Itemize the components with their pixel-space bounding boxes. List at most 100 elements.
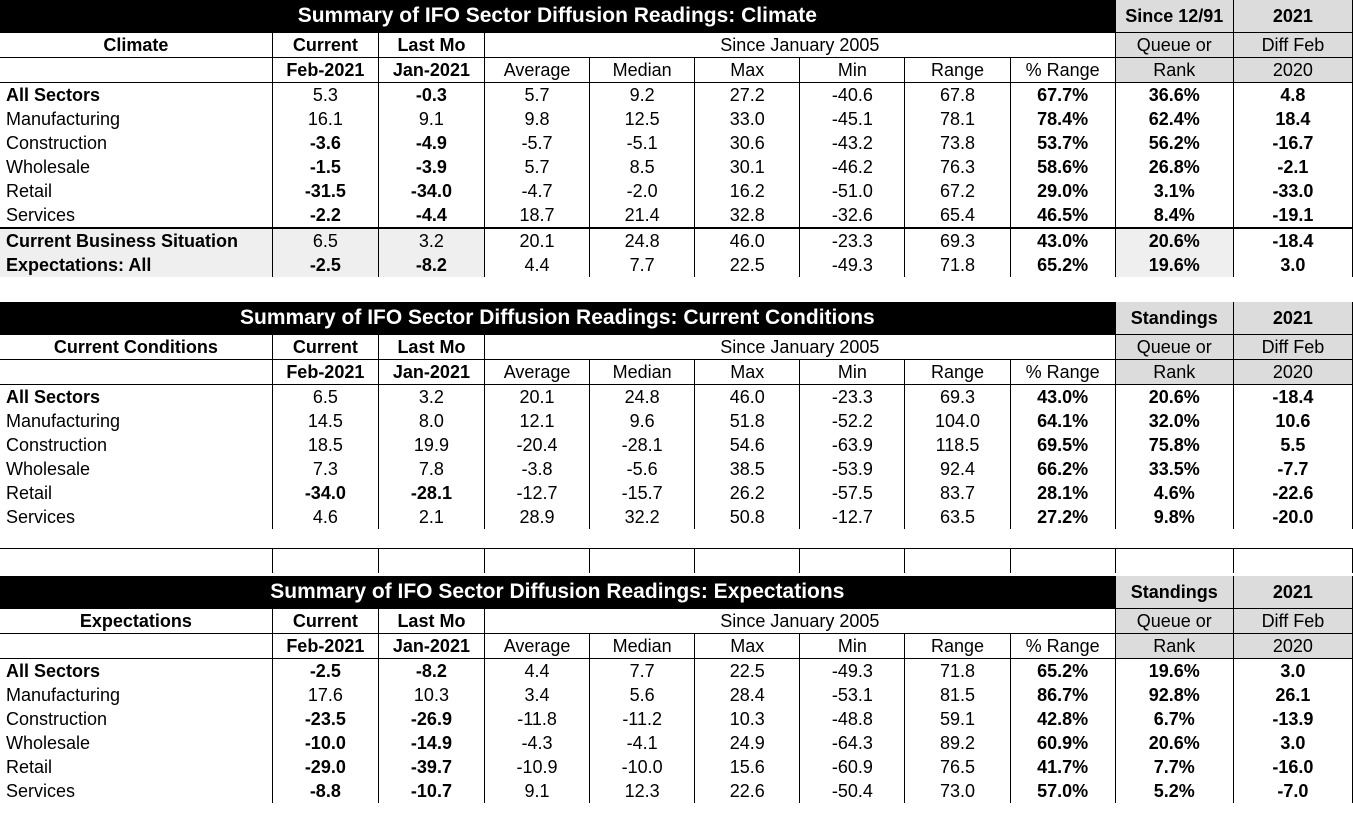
pct-range-value: 29.0% bbox=[1010, 179, 1116, 203]
row-label: Manufacturing bbox=[0, 409, 273, 433]
row-label: Wholesale bbox=[0, 457, 273, 481]
range-value: 73.0 bbox=[904, 779, 1011, 803]
last-month-value: 2.1 bbox=[378, 505, 486, 529]
row-label: Manufacturing bbox=[0, 683, 273, 707]
row-label: Current Business Situation bbox=[0, 227, 273, 253]
average-value: -11.8 bbox=[484, 707, 591, 731]
rank-value: 6.7% bbox=[1115, 707, 1234, 731]
range-value: 78.1 bbox=[904, 107, 1011, 131]
min-value: -45.1 bbox=[799, 107, 906, 131]
table-title: Summary of IFO Sector Diffusion Readings… bbox=[0, 576, 1116, 609]
pct-range-value: 41.7% bbox=[1010, 755, 1116, 779]
queue-header: Queue or bbox=[1115, 334, 1234, 360]
rank-value: 20.6% bbox=[1115, 384, 1234, 409]
last-month-header: Last Mo bbox=[378, 608, 486, 634]
median-value: -28.1 bbox=[589, 433, 696, 457]
rank-value: 26.8% bbox=[1115, 155, 1234, 179]
pct-range-value: 69.5% bbox=[1010, 433, 1116, 457]
min-header: Min bbox=[799, 57, 906, 83]
diff-title: 2021 bbox=[1233, 0, 1353, 33]
max-value: 30.1 bbox=[694, 155, 801, 179]
row-label: All Sectors bbox=[0, 384, 273, 409]
rank-value: 33.5% bbox=[1115, 457, 1234, 481]
current-value: -3.6 bbox=[272, 131, 379, 155]
last-month-value: -34.0 bbox=[378, 179, 486, 203]
current-value: 17.6 bbox=[272, 683, 379, 707]
min-value: -23.3 bbox=[799, 384, 906, 409]
rank-value: 36.6% bbox=[1115, 82, 1234, 107]
label-header-blank bbox=[0, 633, 273, 659]
standings-title: Standings bbox=[1115, 576, 1234, 609]
diff-value: 18.4 bbox=[1233, 107, 1353, 131]
pct-range-header: % Range bbox=[1010, 633, 1116, 659]
min-value: -53.9 bbox=[799, 457, 906, 481]
min-value: -32.6 bbox=[799, 203, 906, 228]
median-value: -15.7 bbox=[589, 481, 696, 505]
spacer-cell bbox=[484, 548, 591, 573]
spacer-cell bbox=[272, 548, 379, 573]
range-value: 76.3 bbox=[904, 155, 1011, 179]
current-value: -10.0 bbox=[272, 731, 379, 755]
max-value: 50.8 bbox=[694, 505, 801, 529]
rank-value: 3.1% bbox=[1115, 179, 1234, 203]
min-value: -23.3 bbox=[799, 227, 906, 253]
range-value: 67.8 bbox=[904, 82, 1011, 107]
queue-header: Queue or bbox=[1115, 608, 1234, 634]
rank-value: 7.7% bbox=[1115, 755, 1234, 779]
average-header: Average bbox=[484, 633, 591, 659]
range-header: Range bbox=[904, 57, 1011, 83]
min-value: -53.1 bbox=[799, 683, 906, 707]
diff-value: 3.0 bbox=[1233, 731, 1353, 755]
current-value: 18.5 bbox=[272, 433, 379, 457]
last-month-value: 8.0 bbox=[378, 409, 486, 433]
last-month-value: -28.1 bbox=[378, 481, 486, 505]
queue-header: Queue or bbox=[1115, 32, 1234, 58]
median-header: Median bbox=[589, 57, 696, 83]
diff-value: -22.6 bbox=[1233, 481, 1353, 505]
pct-range-value: 43.0% bbox=[1010, 227, 1116, 253]
diff-value: 5.5 bbox=[1233, 433, 1353, 457]
spacer-cell bbox=[694, 548, 801, 573]
last-month-value: 3.2 bbox=[378, 384, 486, 409]
spacer-cell bbox=[904, 548, 1011, 573]
max-value: 24.9 bbox=[694, 731, 801, 755]
current-value: -1.5 bbox=[272, 155, 379, 179]
average-value: -4.3 bbox=[484, 731, 591, 755]
current-header: Current bbox=[272, 32, 379, 58]
last-month-value: -8.2 bbox=[378, 253, 486, 277]
range-value: 69.3 bbox=[904, 227, 1011, 253]
max-value: 26.2 bbox=[694, 481, 801, 505]
rank-value: 32.0% bbox=[1115, 409, 1234, 433]
range-value: 73.8 bbox=[904, 131, 1011, 155]
diff-value: 26.1 bbox=[1233, 683, 1353, 707]
diff-header: Diff Feb bbox=[1233, 32, 1353, 58]
last-month-value: -39.7 bbox=[378, 755, 486, 779]
row-label: Services bbox=[0, 779, 273, 803]
diff-value: -2.1 bbox=[1233, 155, 1353, 179]
diff-value: 10.6 bbox=[1233, 409, 1353, 433]
diff-value: -7.0 bbox=[1233, 779, 1353, 803]
pct-range-value: 43.0% bbox=[1010, 384, 1116, 409]
median-value: -11.2 bbox=[589, 707, 696, 731]
min-value: -12.7 bbox=[799, 505, 906, 529]
table-row: Services -2.2 -4.4 18.7 21.4 32.8 -32.6 65.4 46.… bbox=[0, 203, 1353, 228]
rank-header: Rank bbox=[1115, 359, 1234, 385]
max-value: 46.0 bbox=[694, 227, 801, 253]
current-value: -2.5 bbox=[272, 658, 379, 683]
average-value: 20.1 bbox=[484, 227, 591, 253]
rank-value: 19.6% bbox=[1115, 658, 1234, 683]
average-value: 20.1 bbox=[484, 384, 591, 409]
min-value: -57.5 bbox=[799, 481, 906, 505]
current-value: -23.5 bbox=[272, 707, 379, 731]
last-month-value: -14.9 bbox=[378, 731, 486, 755]
diff-header: Diff Feb bbox=[1233, 608, 1353, 634]
pct-range-value: 86.7% bbox=[1010, 683, 1116, 707]
last-month-value: 3.2 bbox=[378, 227, 486, 253]
average-value: 5.7 bbox=[484, 82, 591, 107]
since-header: Since January 2005 bbox=[484, 32, 1116, 58]
diff-value: -16.7 bbox=[1233, 131, 1353, 155]
min-value: -40.6 bbox=[799, 82, 906, 107]
label-header: Current Conditions bbox=[0, 334, 273, 360]
current-value: 14.5 bbox=[272, 409, 379, 433]
